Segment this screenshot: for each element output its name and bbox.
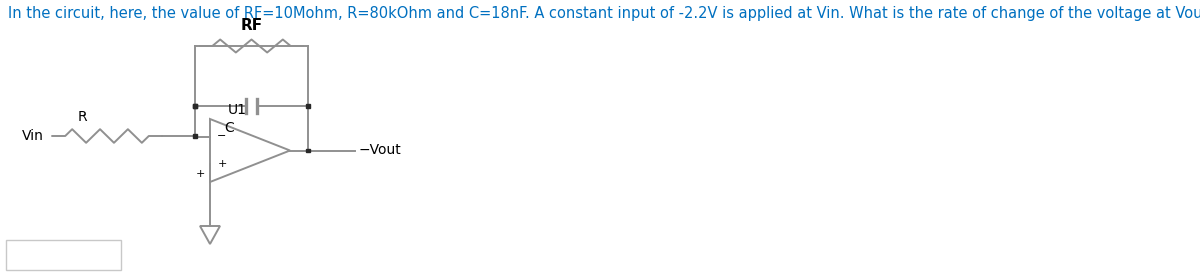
Text: R: R [77, 110, 86, 124]
Bar [193, 134, 197, 138]
Text: RF: RF [240, 18, 263, 33]
Text: −Vout: −Vout [359, 144, 402, 158]
Text: +: + [196, 169, 205, 179]
Bar [193, 104, 197, 108]
Text: +: + [217, 159, 227, 169]
Text: C: C [224, 121, 234, 135]
Text: In the circuit, here, the value of RF=10Mohm, R=80kOhm and C=18nF. A constant in: In the circuit, here, the value of RF=10… [8, 6, 1200, 21]
Bar [193, 104, 197, 108]
Text: Vin: Vin [22, 129, 44, 143]
Bar [6, 240, 121, 270]
Text: U1: U1 [228, 103, 247, 117]
Bar [306, 149, 310, 152]
Bar [306, 104, 310, 108]
Text: −: − [217, 131, 227, 141]
